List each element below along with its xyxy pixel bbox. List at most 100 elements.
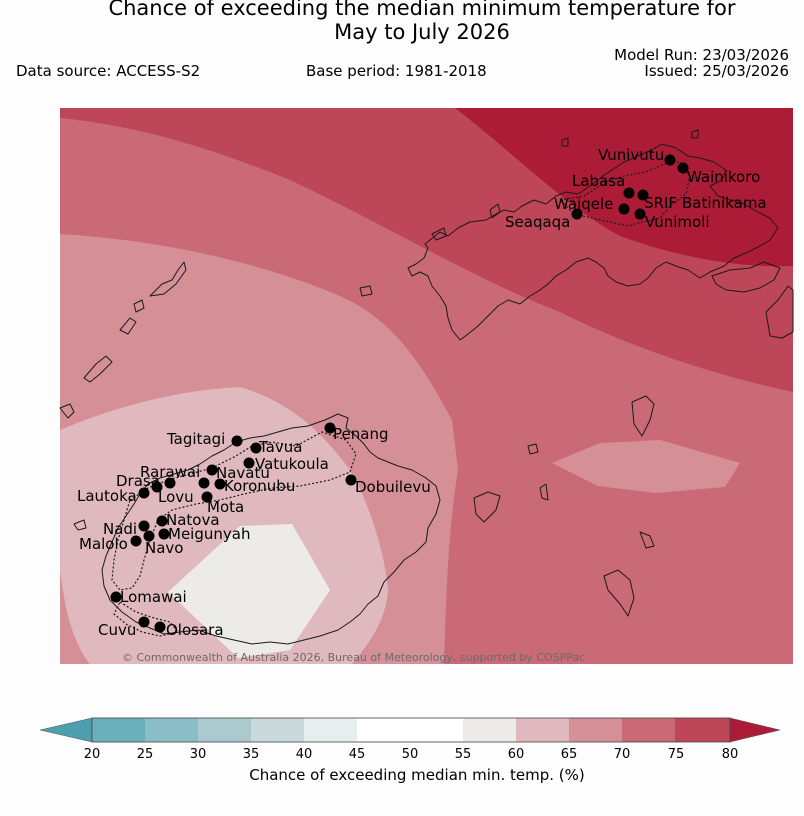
station-dot	[618, 203, 630, 215]
north-islet-3	[561, 137, 569, 147]
station-label: Wainikoro	[687, 168, 760, 186]
station-vatukoula: Vatukoula	[243, 455, 329, 473]
yasawa-1	[83, 355, 113, 383]
station-label: Lovu	[158, 488, 194, 506]
station-wainikoro: Wainikoro	[677, 162, 760, 186]
station-label: Waiqele	[554, 195, 613, 213]
station-dot	[158, 528, 170, 540]
station-dot	[151, 481, 163, 493]
colorbar-tick-75: 75	[668, 747, 685, 762]
title-line-1: Chance of exceeding the median minimum t…	[108, 0, 736, 20]
colorbar-tick-30: 30	[190, 747, 207, 762]
north-islet-2	[431, 227, 447, 241]
station-dot	[623, 187, 635, 199]
station-dot	[143, 530, 155, 542]
station-rarawai: Rarawai	[140, 463, 218, 481]
district-boundaries	[111, 161, 691, 637]
copyright-text: © Commonwealth of Australia 2026, Bureau…	[122, 651, 585, 664]
station-dot	[156, 515, 168, 527]
colorbar-seg-75-80	[675, 718, 730, 742]
station-label: Mota	[207, 498, 244, 516]
station-lautoka: Lautoka	[77, 487, 150, 505]
station-label: Navo	[145, 539, 183, 557]
colorbar-tick-45: 45	[349, 747, 366, 762]
station-labasa: Labasa	[572, 172, 635, 199]
islet-a	[639, 531, 655, 549]
station-label: Cuvu	[98, 621, 136, 639]
colorbar-tick-35: 35	[243, 747, 260, 762]
kadavu-coast	[603, 569, 635, 617]
station-olosara: Olosara	[154, 621, 224, 639]
station-dobuilevu: Dobuilevu	[345, 474, 431, 496]
islet-b	[539, 483, 549, 501]
station-dot	[201, 491, 213, 503]
station-dot	[571, 208, 583, 220]
station-waiqele: Waiqele	[554, 195, 630, 215]
labasa-district	[558, 161, 691, 227]
yasawa-2	[119, 317, 137, 335]
colorbar-seg-40-45	[304, 718, 358, 742]
station-dot	[206, 464, 218, 476]
station-label: Malolo	[79, 535, 128, 553]
station-label: Navatu	[216, 464, 270, 482]
colorbar-seg-45-50	[357, 718, 411, 742]
colorbar-title: Chance of exceeding median min. temp. (%…	[249, 766, 585, 784]
station-srif: SRIF	[637, 189, 677, 212]
station-label: Vatukoula	[255, 455, 329, 473]
station-nadi: Nadi	[103, 520, 150, 538]
colorbar-outline	[91, 717, 731, 743]
station-mota: Mota	[201, 491, 244, 516]
station-dot	[154, 621, 166, 633]
colorbar: 20 25 30 35 40 45 50 55 60 65 70 75 80	[39, 717, 781, 762]
map-title: Chance of exceeding the median minimum t…	[20, 0, 804, 44]
station-dot	[637, 189, 649, 201]
colorbar-extend-high	[729, 717, 781, 743]
station-label: Tavua	[258, 438, 302, 456]
station-koronubu: Koronubu	[214, 477, 295, 495]
station-malolo: Malolo	[79, 535, 142, 553]
station-markers: Vunivutu Wainikoro Labasa SRIF Batinikam…	[77, 146, 767, 639]
station-dot	[138, 616, 150, 628]
station-vunimoli: Vunimoli	[634, 208, 710, 231]
station-dot	[677, 162, 689, 174]
colorbar-tick-55: 55	[455, 747, 472, 762]
station-label: Batinikama	[682, 194, 767, 212]
station-dot	[243, 457, 255, 469]
station-label: Natova	[166, 511, 220, 529]
station-dot	[138, 487, 150, 499]
ovalau-coast	[473, 491, 501, 523]
station-dot	[110, 591, 122, 603]
station-tagitagi: Tagitagi	[166, 430, 243, 448]
station-lovu: Lovu	[158, 488, 194, 506]
sigatoka-district	[113, 601, 180, 637]
north-islet-4	[691, 129, 699, 139]
station-dot	[164, 477, 176, 489]
station-penang: Penang	[324, 422, 388, 443]
yasawa-4	[133, 299, 145, 313]
station-seaqaqa: Seaqaqa	[505, 208, 583, 231]
colorbar-seg-55-60	[463, 718, 517, 742]
station-label: Vunivutu	[598, 146, 664, 164]
taveuni-coast	[711, 261, 781, 293]
station-dot	[198, 477, 210, 489]
station-meigunyah: Meigunyah	[158, 525, 250, 543]
colorbar-tick-40: 40	[296, 747, 313, 762]
station-cuvu: Cuvu	[98, 616, 150, 639]
colorbar-extend-low	[39, 717, 93, 743]
station-dot	[634, 208, 646, 220]
station-vunivutu: Vunivutu	[598, 146, 676, 166]
issued-date: Issued: 25/03/2026	[644, 62, 789, 80]
yasawa-3	[149, 261, 187, 297]
data-source: Data source: ACCESS-S2	[16, 62, 201, 80]
contour-55-60	[168, 524, 330, 658]
model-run: Model Run: 23/03/2026	[614, 46, 789, 64]
station-label: Tagitagi	[166, 430, 225, 448]
colorbar-seg-30-35	[198, 718, 252, 742]
mamanuca-islet	[73, 519, 87, 531]
station-dot	[130, 535, 142, 547]
islet-c	[527, 443, 539, 455]
colorbar-tick-60: 60	[508, 747, 525, 762]
colorbar-tick-20: 20	[84, 747, 101, 762]
station-natova: Natova	[156, 511, 220, 529]
